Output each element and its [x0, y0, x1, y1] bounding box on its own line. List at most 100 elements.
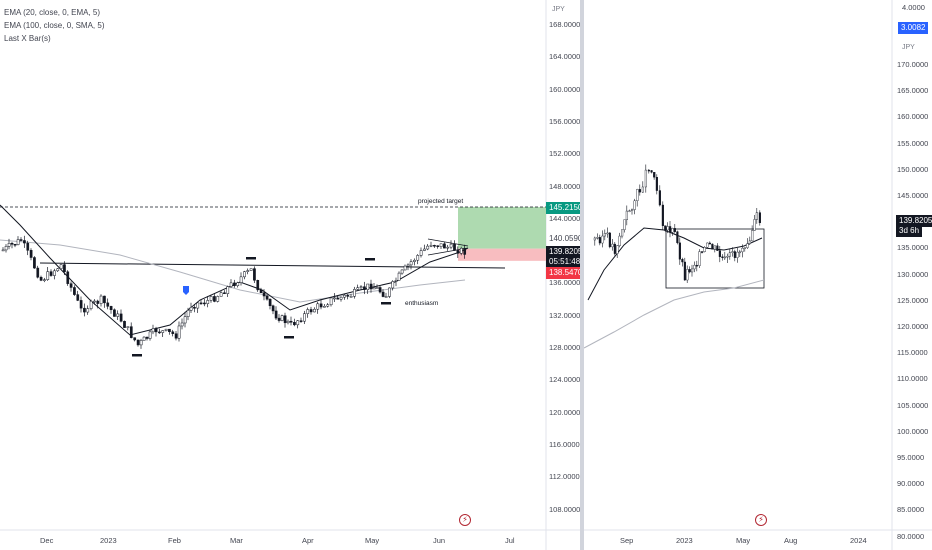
candle-body — [406, 264, 410, 267]
right-candle-body — [706, 242, 709, 248]
candle-body — [265, 295, 269, 300]
candle-body — [76, 294, 80, 301]
candle-body — [286, 320, 290, 324]
candle-body — [79, 300, 83, 309]
candle-body — [306, 309, 310, 314]
candle-body — [56, 268, 60, 272]
right-y-tick: 115.0000 — [897, 348, 928, 358]
right-candle-body — [731, 251, 734, 253]
right-chart-canvas[interactable] — [584, 0, 932, 550]
right-y-tick: 120.0000 — [897, 322, 929, 331]
right-y-tick: 145.0000 — [897, 191, 929, 200]
candle-body — [142, 336, 146, 341]
candle-body — [299, 320, 303, 322]
candle-body — [180, 322, 184, 327]
candle-body — [164, 328, 168, 331]
left-chart-pane[interactable]: EMA (20, close, 0, EMA, 5) EMA (100, clo… — [0, 0, 586, 550]
candle-body — [446, 246, 450, 249]
right-chart-pane[interactable]: 4.0000 3.0082 JPY 170.0000 165.0000 160.00… — [584, 0, 932, 550]
left-y-tick: 124.0000 — [549, 375, 581, 385]
left-y-tick: 128.0000 — [549, 343, 581, 352]
candle-body — [126, 326, 130, 328]
candle-body — [36, 267, 40, 278]
candle-body — [274, 310, 278, 319]
candle-body — [103, 295, 106, 304]
right-candle-body — [621, 229, 624, 237]
candle-body — [384, 296, 388, 298]
stop-price-tag: 138.5470 — [546, 267, 586, 279]
candle-body — [46, 271, 50, 280]
legend-ema20[interactable]: EMA (20, close, 0, EMA, 5) — [4, 8, 101, 17]
candle-body — [229, 282, 233, 287]
candle-body — [136, 339, 140, 346]
candle-body — [246, 270, 250, 272]
candle-body — [249, 268, 253, 271]
left-x-tick: Jul — [505, 536, 515, 545]
right-candle-body — [728, 252, 731, 257]
legend-ema100[interactable]: EMA (100, close, 0, SMA, 5) — [4, 21, 105, 30]
candle-body — [394, 280, 398, 282]
candle-body — [271, 305, 275, 312]
left-chart-canvas[interactable] — [0, 0, 580, 550]
candle-body — [19, 239, 23, 241]
right-y-tick: 105.0000 — [897, 400, 929, 410]
candle-body — [236, 282, 240, 287]
right-y-tick: 110.0000 — [897, 374, 928, 384]
candle-body — [49, 271, 53, 276]
candle-body — [416, 255, 420, 261]
right-candle-body — [613, 243, 616, 254]
lightning-icon[interactable]: ⚡ — [459, 514, 471, 526]
candle-body — [289, 320, 293, 323]
candle-body — [423, 248, 426, 251]
right-x-tick: May — [736, 536, 751, 545]
right-candle-body — [608, 232, 611, 248]
candle-body — [113, 309, 116, 317]
left-y-tick: 132.0000 — [549, 310, 581, 320]
candle-body — [26, 242, 30, 251]
ema20-line — [0, 204, 469, 336]
right-ema100-line — [584, 279, 765, 349]
right-candle-body — [681, 259, 684, 263]
projected-target-annotation[interactable]: projected target — [418, 198, 464, 205]
candle-body — [154, 328, 158, 333]
right-y-tick: 155.0000 — [897, 138, 929, 148]
left-currency-label: JPY — [552, 6, 565, 13]
right-candle-body — [746, 243, 749, 248]
candle-body — [409, 261, 413, 266]
left-x-tick: May — [365, 536, 380, 545]
candle-body — [262, 292, 266, 297]
left-y-tick: 120.0000 — [549, 407, 581, 417]
candle-body — [209, 296, 213, 301]
right-y-tick: 130.0000 — [897, 269, 929, 279]
right-candle-body — [618, 235, 621, 246]
right-x-tick: 2024 — [850, 536, 867, 545]
left-x-tick: Jun — [433, 536, 446, 545]
candle-body — [349, 296, 353, 298]
right-candle-body — [698, 251, 701, 266]
candle-body — [213, 296, 216, 302]
pane-divider[interactable] — [580, 0, 584, 550]
candle-body — [369, 283, 373, 290]
candle-body — [29, 250, 33, 258]
lightning-icon[interactable]: ⚡ — [755, 514, 767, 526]
candle-body — [133, 337, 137, 341]
candle-body — [196, 302, 200, 309]
left-x-tick: 2023 — [100, 536, 117, 545]
right-x-tick: Sep — [620, 536, 634, 545]
right-candle-body — [601, 235, 604, 244]
right-candle-body — [655, 177, 658, 191]
right-candle-body — [721, 256, 724, 258]
candle-body — [381, 291, 385, 297]
right-candle-body — [664, 225, 667, 231]
enthusiasm-annotation[interactable]: enthusiasm — [405, 300, 439, 307]
right-candle-body — [708, 242, 711, 245]
candle-body — [93, 300, 96, 303]
candle-body — [359, 286, 363, 288]
candle-body — [158, 331, 161, 334]
legend-last-bars[interactable]: Last X Bar(s) — [4, 34, 51, 43]
right-y-tick: 95.0000 — [897, 453, 925, 462]
candle-body — [283, 315, 287, 324]
candle-body — [329, 297, 333, 306]
right-candle-body — [688, 269, 691, 273]
candle-body — [400, 269, 404, 274]
